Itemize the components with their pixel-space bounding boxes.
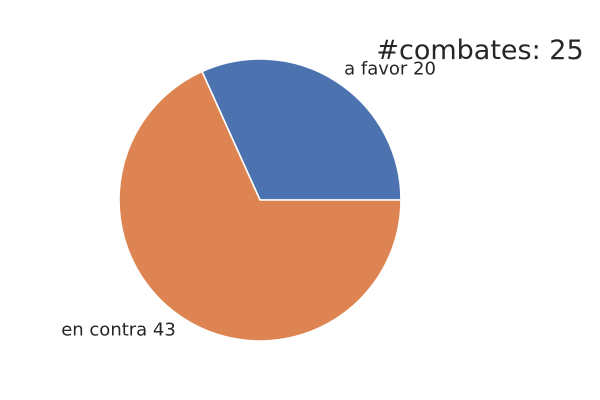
pie-slice-en-contra [118, 70, 402, 342]
pie-labels: a favor 20 en contra 43 [61, 59, 436, 341]
pie-slices [118, 58, 402, 342]
pie-label-a-favor: a favor 20 [344, 59, 436, 80]
chart-title: #combates: 25 [376, 35, 583, 66]
pie-slice-a-favor [201, 58, 402, 201]
pie-label-en-contra: en contra 43 [61, 319, 176, 340]
